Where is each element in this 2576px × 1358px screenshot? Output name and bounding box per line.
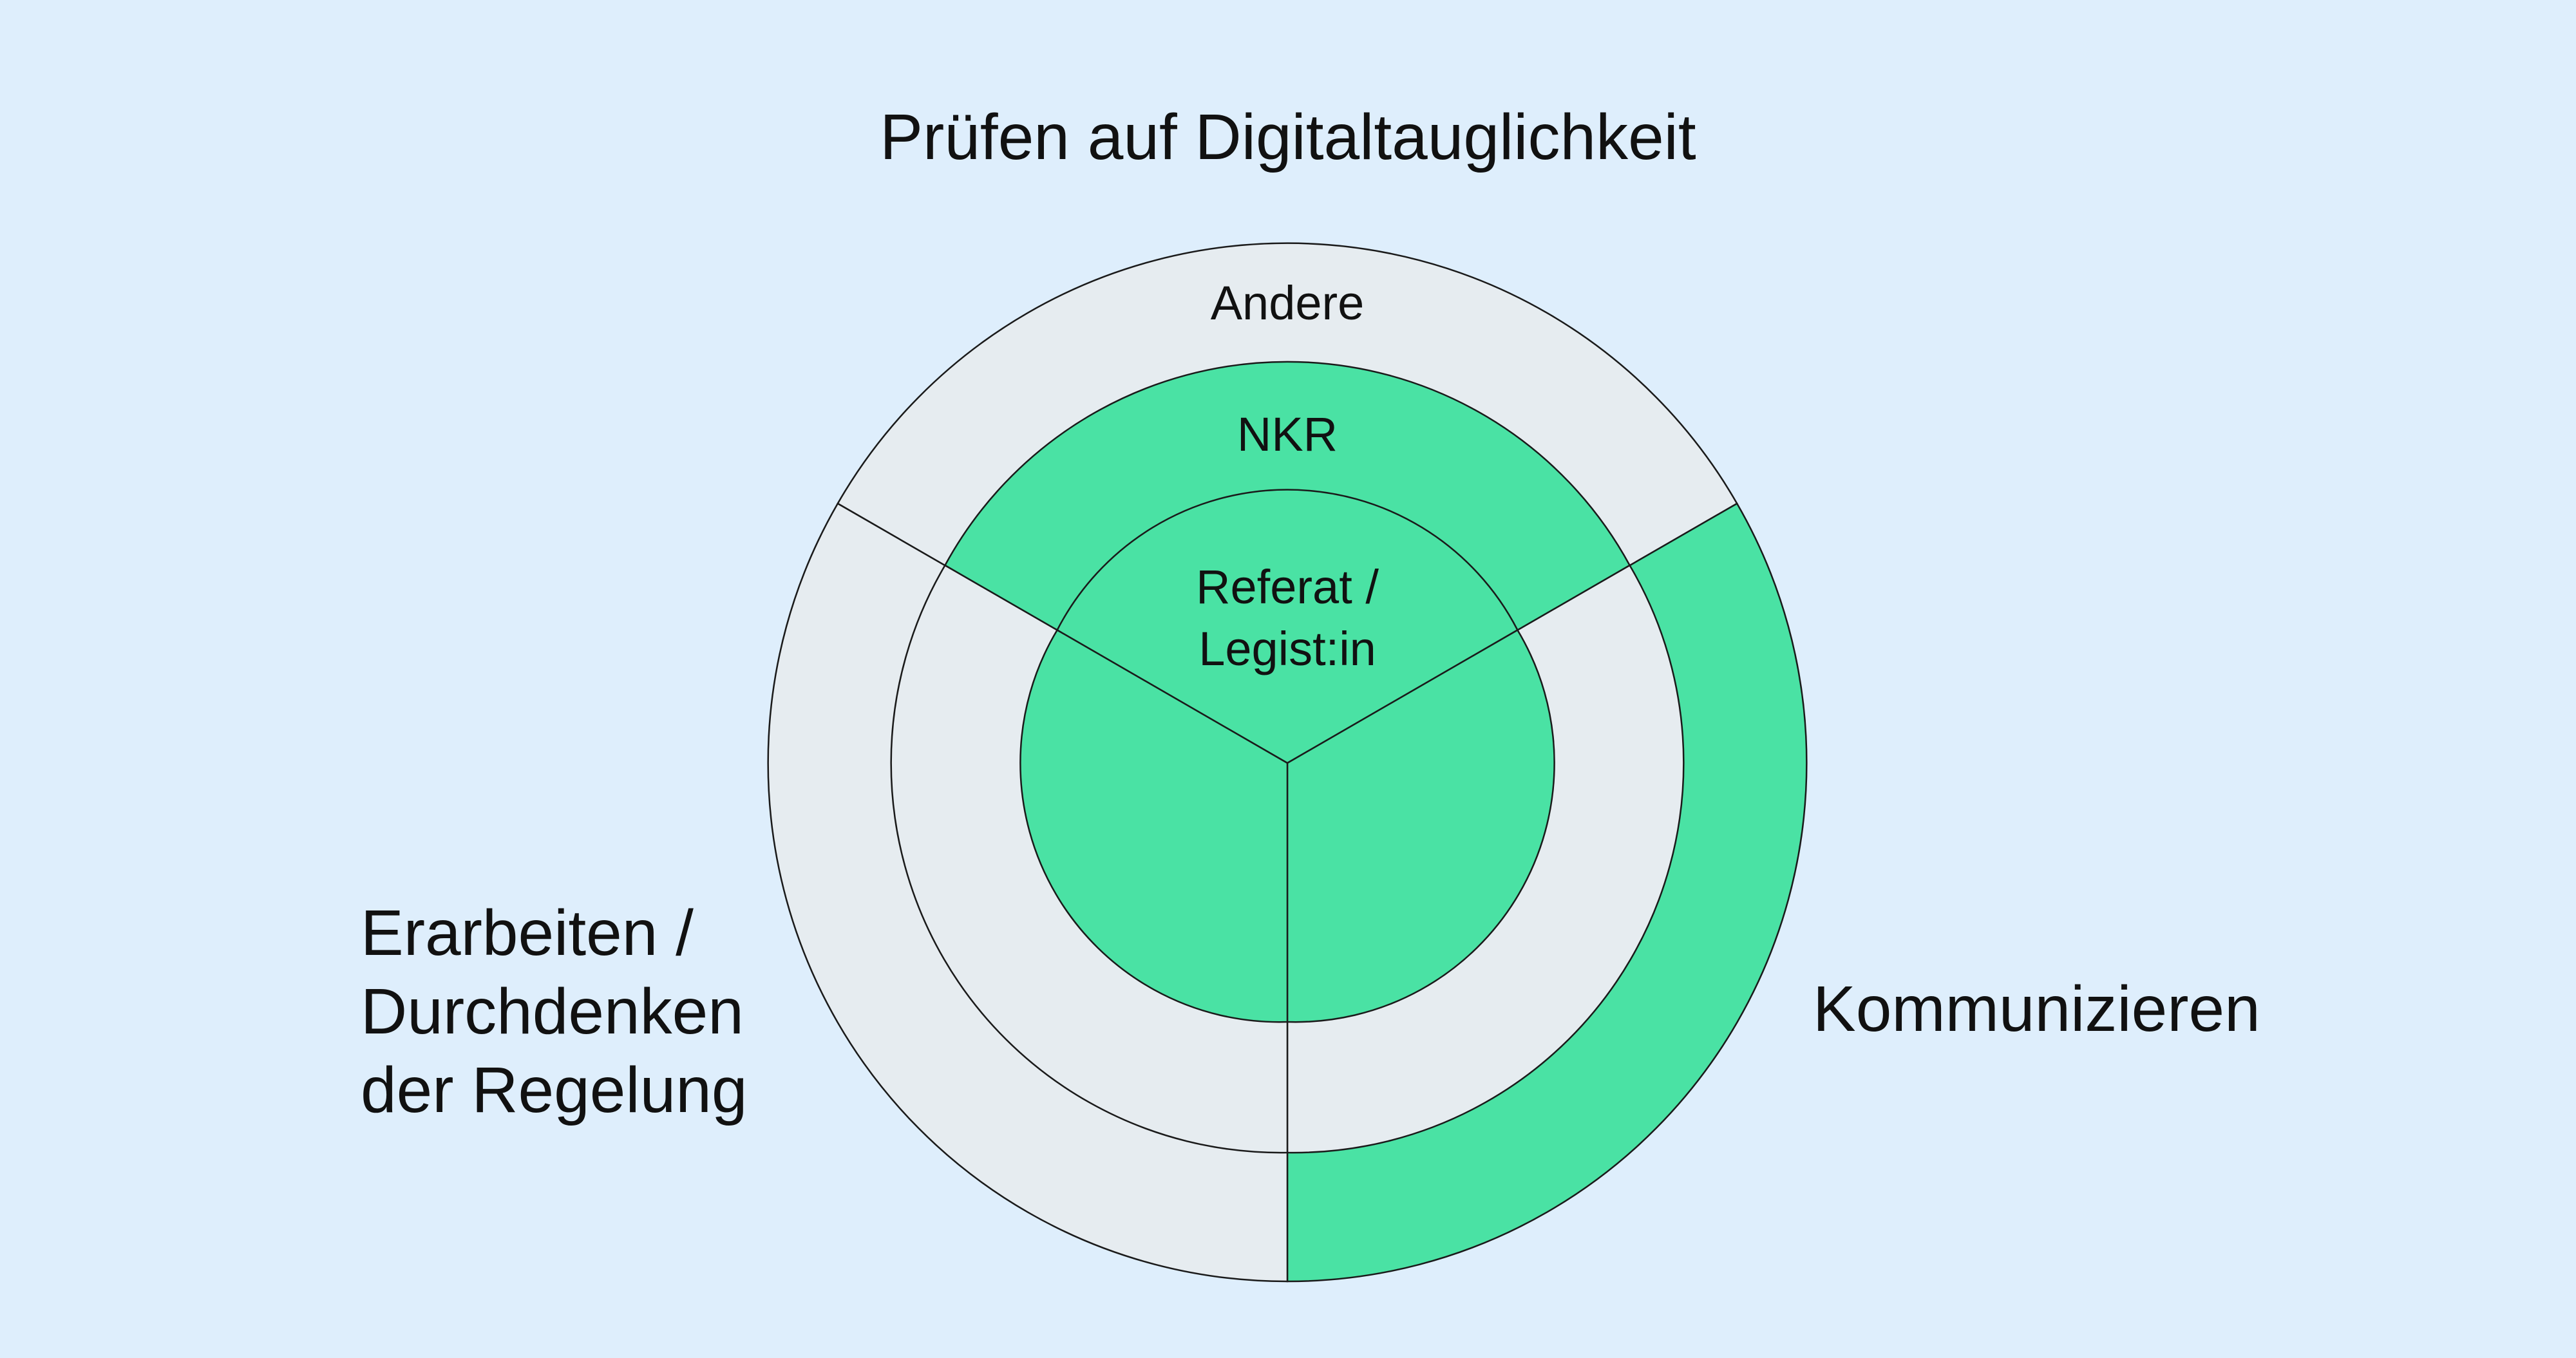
section-label-left-line2: Durchdenken	[361, 976, 744, 1048]
segment-inner-top	[1056, 489, 1519, 764]
segment-inner-right	[1286, 628, 1555, 1023]
ring-label-inner-line2: Legist:in	[1198, 622, 1376, 675]
section-label-top: Prüfen auf Digitaltauglichkeit	[880, 101, 1696, 173]
section-label-left: Erarbeiten / Durchdenken der Regelung	[361, 894, 747, 1129]
section-label-left-line1: Erarbeiten /	[361, 897, 694, 969]
segment-inner-left	[1019, 628, 1289, 1023]
section-label-right: Kommunizieren	[1813, 973, 2260, 1045]
ring-label-middle: NKR	[1237, 408, 1338, 461]
section-label-left-line3: der Regelung	[361, 1054, 748, 1126]
ring-label-outer: Andere	[1211, 276, 1365, 330]
ring-label-inner-line1: Referat /	[1196, 560, 1379, 614]
